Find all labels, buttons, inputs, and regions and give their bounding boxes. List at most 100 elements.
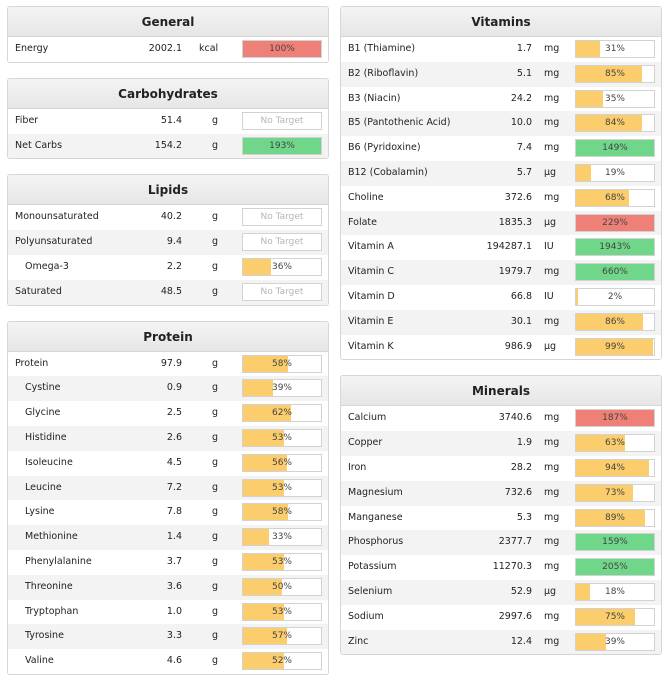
nutrient-unit: µg: [544, 216, 557, 228]
nutrient-row[interactable]: Polyunsaturated 9.4 g No Target: [8, 230, 328, 255]
nutrient-amount: 7.8: [166, 506, 182, 518]
nutrient-row[interactable]: Energy 2002.1 kcal 100%: [8, 37, 328, 62]
nutrient-unit: g: [212, 382, 219, 394]
row-list: Fiber 51.4 g No Target Net Carbs 154.2 g 193%: [8, 108, 328, 159]
nutrient-row[interactable]: Lysine 7.8 g 58%: [8, 500, 328, 526]
target-percent-label: 62%: [271, 408, 292, 419]
nutrient-unit: mg: [544, 315, 560, 327]
target-percent-label: 89%: [604, 512, 625, 523]
nutrient-row[interactable]: Magnesium 732.6 mg 73%: [341, 480, 661, 506]
target-progress-fill: [243, 628, 288, 645]
panel-general: General Energy 2002.1 kcal 100%: [7, 6, 329, 63]
nutrient-row[interactable]: Tryptophan 1.0 g 53%: [8, 599, 328, 625]
nutrient-row[interactable]: Sodium 2997.6 mg 75%: [341, 604, 661, 630]
row-list: Protein 97.9 g 58% Cystine 0.9 g 39% Glycine 2.5 g…: [8, 351, 328, 674]
target-percent-label: 53%: [271, 556, 292, 567]
nutrient-unit: mg: [544, 92, 560, 104]
nutrient-row[interactable]: Valine 4.6 g 52%: [8, 649, 328, 674]
nutrient-row[interactable]: Isoleucine 4.5 g 56%: [8, 450, 328, 476]
target-percent-label: 19%: [604, 167, 625, 178]
target-percent-label: 100%: [269, 44, 295, 54]
nutrient-name: Histidine: [25, 431, 67, 443]
target-percent-label: 73%: [604, 487, 625, 498]
nutrient-name: Net Carbs: [15, 139, 63, 151]
target-progress-fill: [576, 90, 604, 107]
target-progress-bar: 35%: [575, 89, 655, 108]
nutrient-name: Energy: [15, 43, 49, 54]
target-progress-fill: [243, 258, 272, 275]
nutrient-row[interactable]: B12 (Cobalamin) 5.7 µg 19%: [341, 160, 661, 186]
nutrient-name: Potassium: [348, 561, 397, 573]
nutrient-row[interactable]: B1 (Thiamine) 1.7 mg 31%: [341, 37, 661, 62]
nutrient-unit: mg: [544, 635, 560, 647]
nutrient-row[interactable]: Cystine 0.9 g 39%: [8, 376, 328, 402]
nutrient-row[interactable]: B5 (Pantothenic Acid) 10.0 mg 84%: [341, 111, 661, 137]
target-percent-label: 85%: [604, 68, 625, 79]
nutrient-row[interactable]: Protein 97.9 g 58%: [8, 351, 328, 377]
nutrient-unit: mg: [544, 511, 560, 523]
target-progress-bar: 62%: [242, 404, 322, 423]
nutrient-row[interactable]: Vitamin E 30.1 mg 86%: [341, 309, 661, 335]
nutrient-amount: 5.1: [516, 67, 532, 79]
nutrient-row[interactable]: B2 (Riboflavin) 5.1 mg 85%: [341, 61, 661, 87]
nutrient-unit: mg: [544, 43, 560, 54]
nutrient-row[interactable]: Threonine 3.6 g 50%: [8, 574, 328, 600]
target-percent-label: 53%: [271, 432, 292, 443]
target-progress-fill: [243, 479, 285, 496]
nutrient-unit: g: [212, 605, 219, 617]
nutrient-unit: g: [212, 531, 219, 543]
nutrient-row[interactable]: Choline 372.6 mg 68%: [341, 185, 661, 211]
nutrient-unit: mg: [544, 412, 560, 424]
nutrient-row[interactable]: Selenium 52.9 µg 18%: [341, 579, 661, 605]
target-percent-label: 33%: [271, 532, 292, 543]
target-percent-label: 75%: [604, 611, 625, 622]
nutrient-row[interactable]: Phenylalanine 3.7 g 53%: [8, 549, 328, 575]
nutrient-row[interactable]: Vitamin K 986.9 µg 99%: [341, 334, 661, 360]
nutrient-row[interactable]: Leucine 7.2 g 53%: [8, 475, 328, 501]
target-percent-label: 53%: [271, 482, 292, 493]
nutrient-row[interactable]: Omega-3 2.2 g 36%: [8, 254, 328, 280]
nutrient-name: B6 (Pyridoxine): [348, 142, 421, 154]
target-progress-bar: 100%: [242, 40, 322, 58]
nutrient-row[interactable]: Phosphorus 2377.7 mg 159%: [341, 530, 661, 556]
nutrient-row[interactable]: Manganese 5.3 mg 89%: [341, 505, 661, 531]
nutrient-row[interactable]: Potassium 11270.3 mg 205%: [341, 555, 661, 580]
target-progress-fill: [243, 405, 292, 422]
target-progress-bar: 86%: [575, 312, 655, 331]
nutrient-amount: 4.5: [166, 456, 182, 468]
nutrient-unit: g: [212, 481, 219, 493]
nutrient-row[interactable]: Monounsaturated 40.2 g No Target: [8, 205, 328, 231]
nutrient-row[interactable]: Glycine 2.5 g 62%: [8, 401, 328, 426]
target-progress-bar: No Target: [242, 233, 322, 252]
nutrient-name: Vitamin D: [348, 290, 395, 302]
nutrient-row[interactable]: B6 (Pyridoxine) 7.4 mg 149%: [341, 136, 661, 161]
panel-title: Vitamins: [341, 7, 661, 37]
nutrient-row[interactable]: Copper 1.9 mg 63%: [341, 431, 661, 456]
nutrient-row[interactable]: Net Carbs 154.2 g 193%: [8, 133, 328, 159]
nutrient-row[interactable]: B3 (Niacin) 24.2 mg 35%: [341, 86, 661, 112]
target-percent-label: 149%: [602, 143, 628, 154]
nutrient-row[interactable]: Folate 1835.3 µg 229%: [341, 210, 661, 236]
target-percent-label: 50%: [271, 581, 292, 592]
nutrient-row[interactable]: Histidine 2.6 g 53%: [8, 425, 328, 451]
nutrient-row[interactable]: Methionine 1.4 g 33%: [8, 525, 328, 550]
nutrient-row[interactable]: Vitamin C 1979.7 mg 660%: [341, 260, 661, 285]
nutrient-row[interactable]: Saturated 48.5 g No Target: [8, 279, 328, 305]
target-progress-fill: [576, 534, 654, 551]
nutrient-row[interactable]: Vitamin A 194287.1 IU 1943%: [341, 235, 661, 261]
nutrient-row[interactable]: Iron 28.2 mg 94%: [341, 455, 661, 481]
nutrient-row[interactable]: Zinc 12.4 mg 39%: [341, 629, 661, 655]
nutrient-amount: 2.5: [166, 407, 182, 419]
nutrient-row[interactable]: Calcium 3740.6 mg 187%: [341, 406, 661, 432]
target-progress-bar: 99%: [575, 337, 655, 356]
nutrient-amount: 40.2: [160, 211, 182, 223]
nutrient-row[interactable]: Vitamin D 66.8 IU 2%: [341, 284, 661, 310]
target-progress-fill: [576, 435, 626, 452]
target-percent-label: 94%: [604, 462, 625, 473]
nutrient-row[interactable]: Tyrosine 3.3 g 57%: [8, 624, 328, 650]
target-progress-fill: [243, 41, 321, 57]
target-percent-label: 86%: [604, 316, 625, 327]
nutrient-row[interactable]: Fiber 51.4 g No Target: [8, 108, 328, 134]
target-progress-fill: [576, 608, 635, 625]
row-list: Monounsaturated 40.2 g No Target Polyunsatur…: [8, 205, 328, 305]
